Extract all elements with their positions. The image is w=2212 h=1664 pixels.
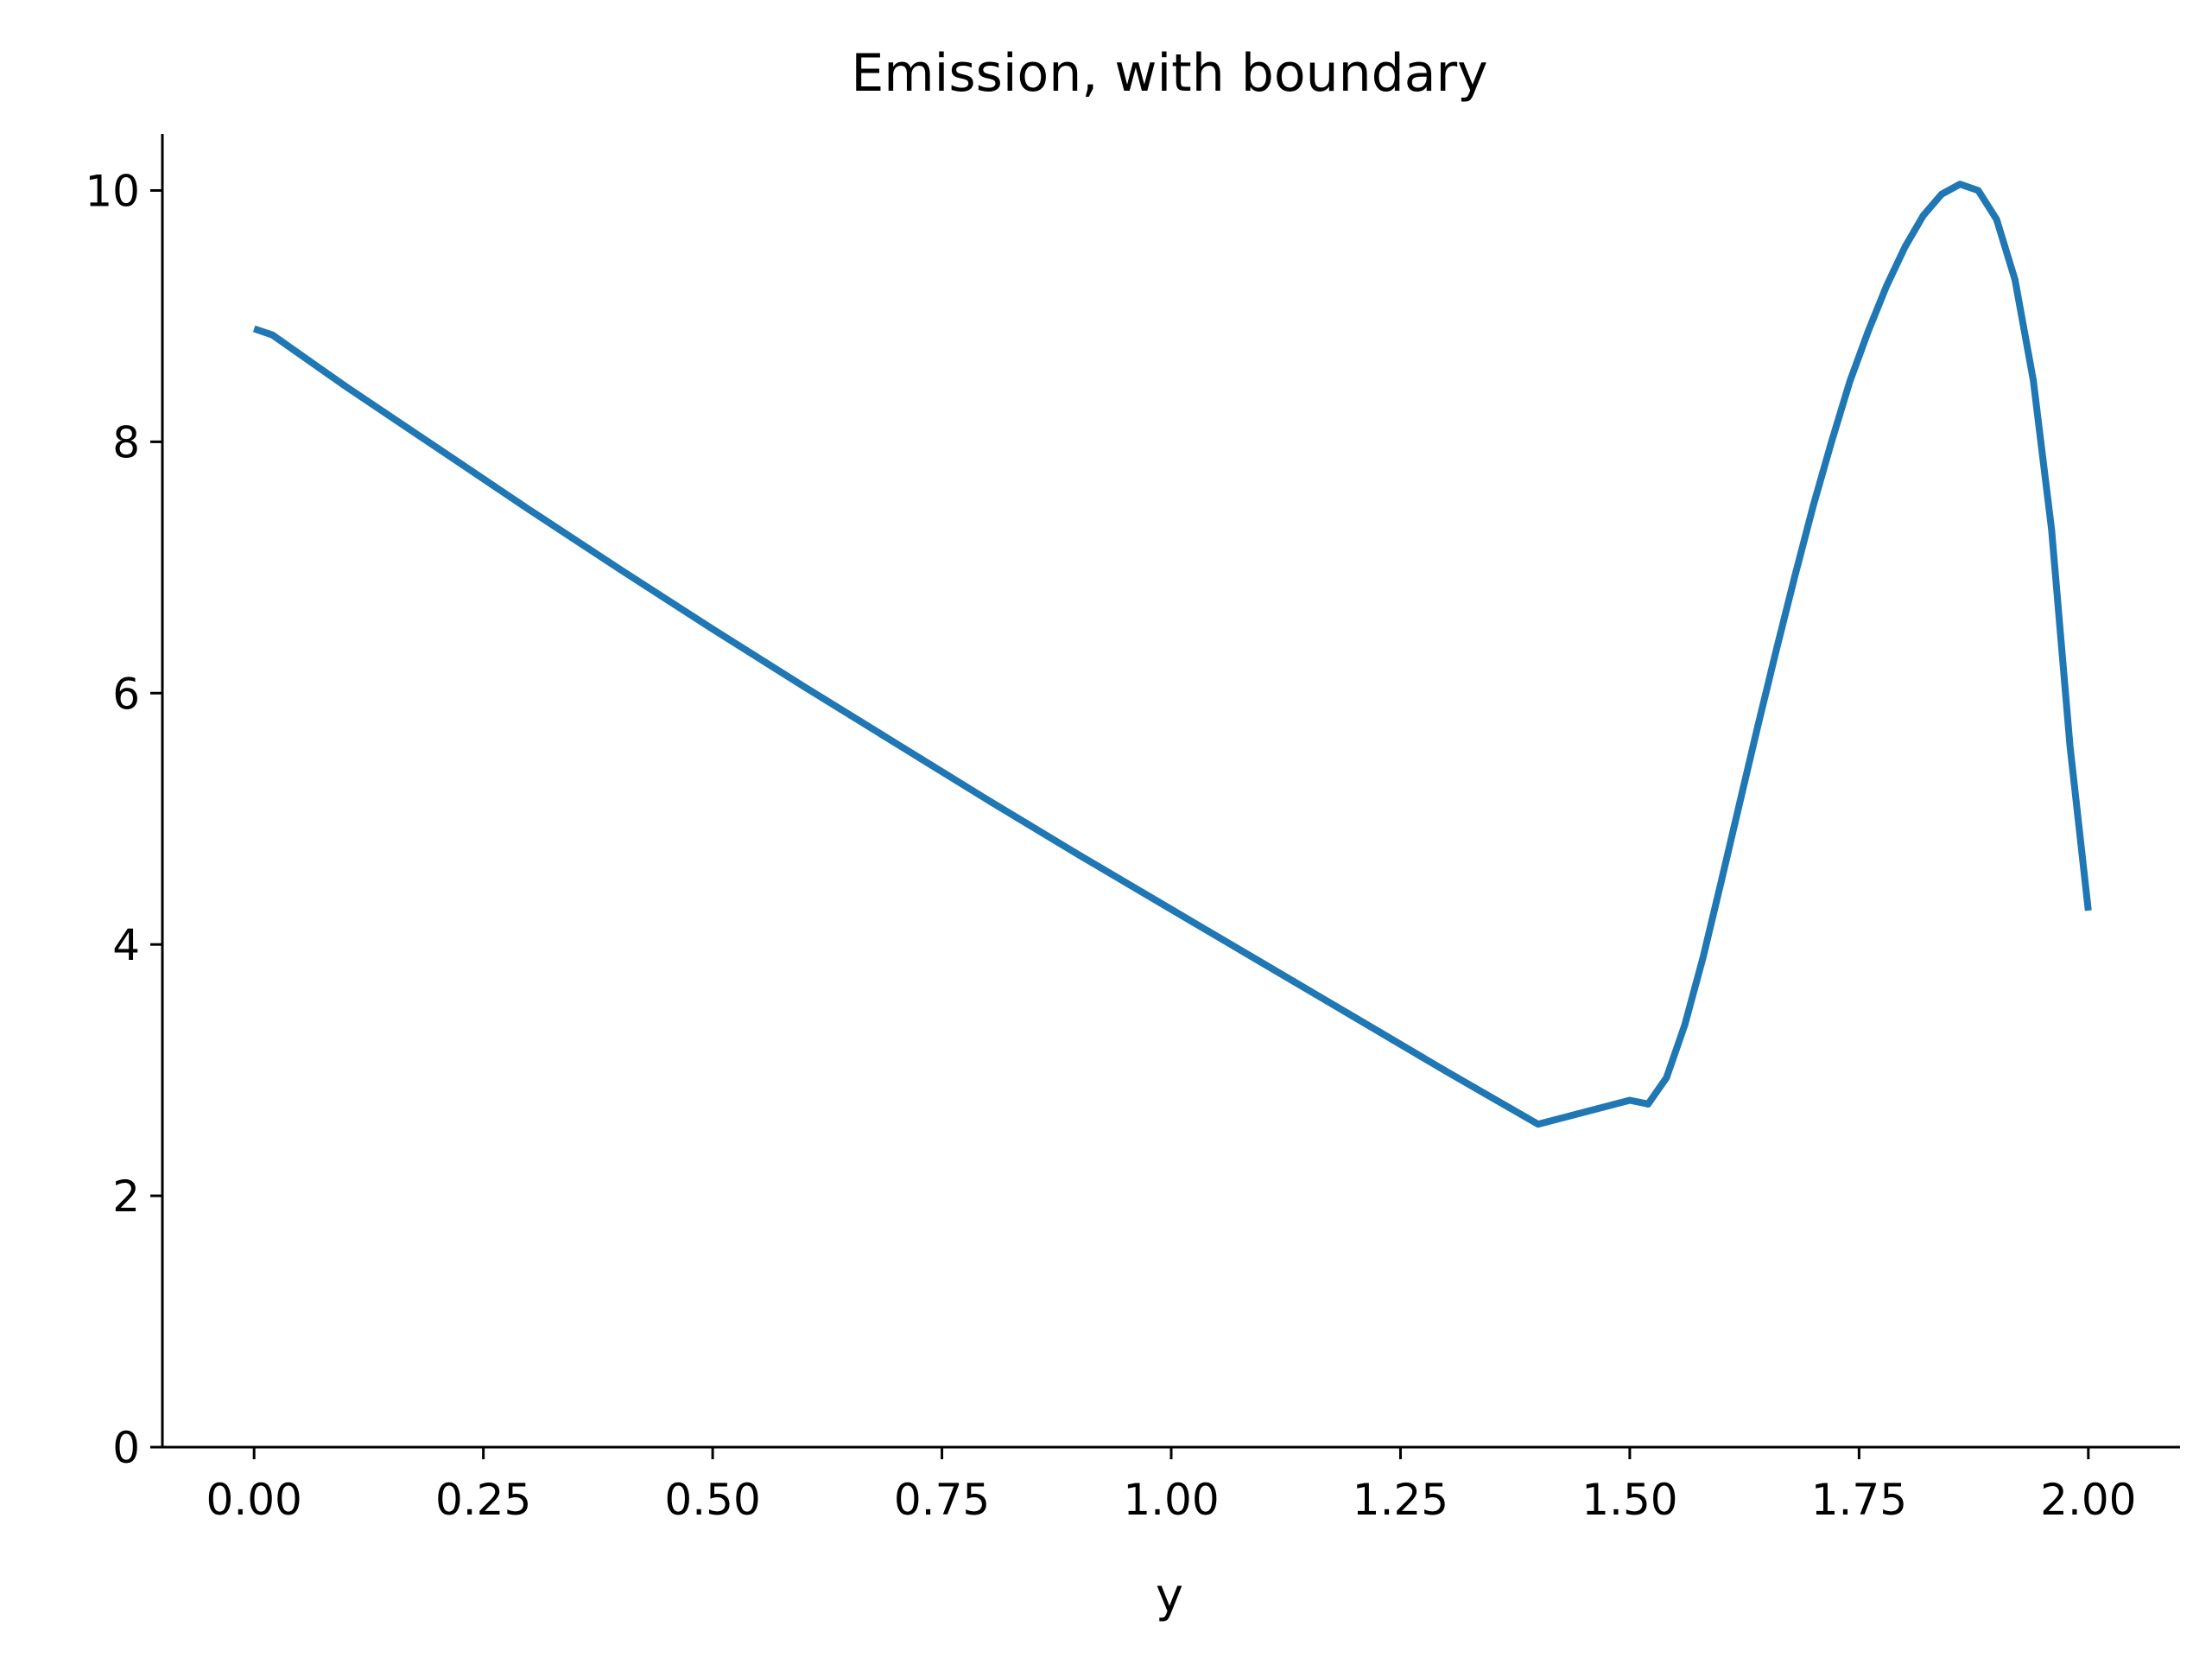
x-tick-label: 1.25 — [1353, 1475, 1448, 1525]
x-tick-label: 0.75 — [894, 1475, 990, 1525]
x-tick-label: 1.00 — [1123, 1475, 1219, 1525]
x-tick-label: 2.00 — [2040, 1475, 2136, 1525]
x-tick-label: 0.25 — [435, 1475, 531, 1525]
y-tick-label: 2 — [112, 1172, 140, 1222]
x-tick-label: 0.50 — [664, 1475, 760, 1525]
y-tick-label: 6 — [112, 669, 140, 719]
x-axis-label: y — [1156, 1568, 1183, 1623]
y-tick-label: 10 — [85, 166, 140, 216]
chart-title: Emission, with boundary — [851, 43, 1487, 104]
x-tick-label: 1.50 — [1581, 1475, 1677, 1525]
series-line — [252, 181, 2092, 1128]
y-tick-label: 4 — [112, 920, 140, 970]
y-tick-label: 0 — [112, 1423, 140, 1473]
x-tick-label: 1.75 — [1811, 1475, 1907, 1525]
y-axis-ticks: 0 2 4 6 8 10 — [85, 166, 162, 1473]
plot-area — [252, 181, 2092, 1128]
y-tick-label: 8 — [112, 417, 140, 467]
x-axis-ticks: 0.00 0.25 0.50 0.75 1.00 1.25 1.50 1.75 2.00 — [206, 1447, 2136, 1525]
x-tick-label: 0.00 — [206, 1475, 302, 1525]
